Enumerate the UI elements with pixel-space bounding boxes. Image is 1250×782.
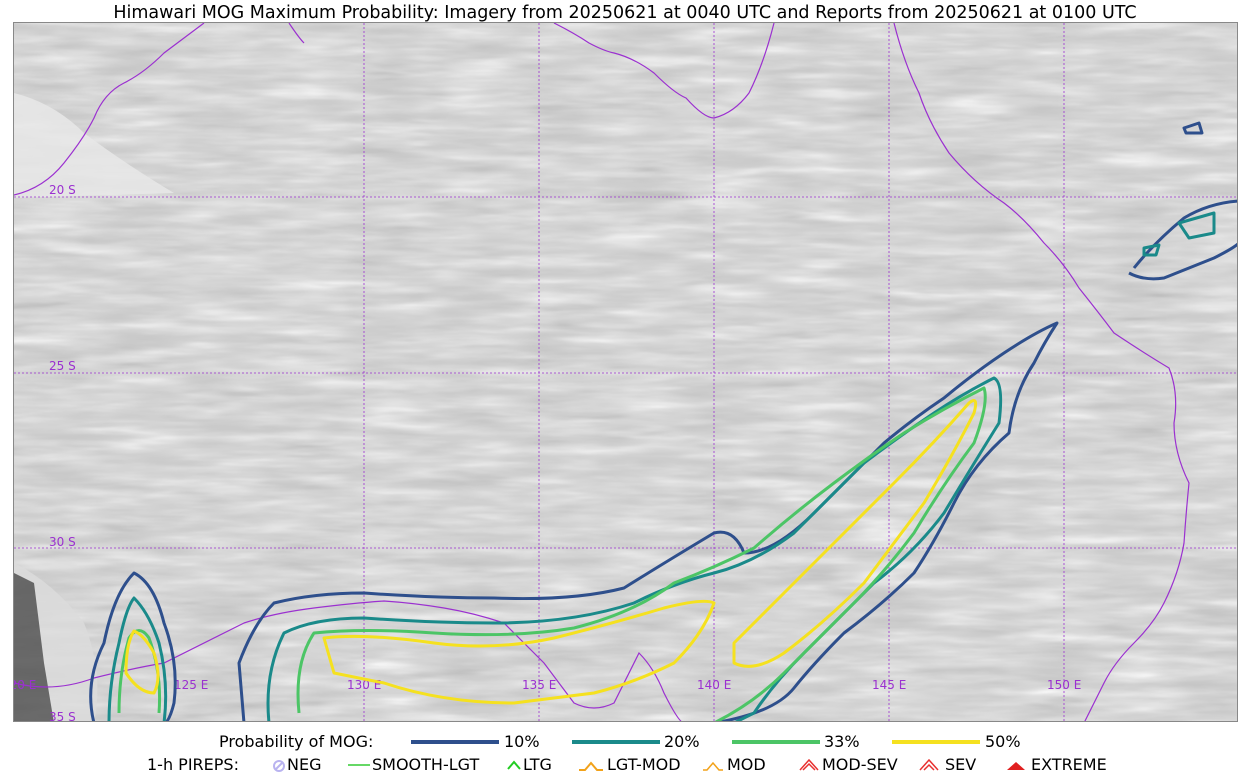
contour-20-west [107,596,168,721]
cloud-patches [14,93,174,721]
legend-swatch-33 [732,740,820,744]
pirep-label-extreme: EXTREME [1031,755,1107,774]
pirep-label-mod: MOD [727,755,766,774]
graticule [14,23,1237,721]
legend-swatch-20 [572,740,660,744]
lat-label: 25 S [49,359,76,373]
smooth-lgt-icon [348,764,370,766]
lat-label: 35 S [49,710,76,722]
satellite-imagery [14,23,1237,721]
lat-label: 30 S [49,535,76,549]
probability-legend: Probability of MOG: 10% 20% 33% 50% [0,732,1250,754]
pirep-label-smooth-lgt: SMOOTH-LGT [372,755,480,774]
map-canvas: 20 S 25 S 30 S 35 S 120 E 125 E 130 E 13… [14,23,1237,722]
contour-10 [237,321,1059,721]
lon-label: 135 E [522,678,556,692]
pireps-legend: 1-h PIREPS: NEG SMOOTH-LGT LTG LGT-MOD M… [0,755,1250,777]
probability-legend-title: Probability of MOG: [219,732,374,751]
contour-50-east [732,399,978,668]
neg-icon [273,760,285,772]
pirep-label-sev: SEV [945,755,977,774]
pirep-label-mod-sev: MOD-SEV [822,755,898,774]
legend-label-10: 10% [504,732,540,751]
legend-label-20: 20% [664,732,700,751]
pirep-label-lgt-mod: LGT-MOD [607,755,681,774]
legend-label-33: 33% [824,732,860,751]
legend-swatch-50 [892,740,980,744]
probability-contours [89,121,1237,721]
contour-10-west [89,571,177,721]
lat-label: 20 S [49,183,76,197]
lon-label: 150 E [1047,678,1081,692]
contour-20 [266,376,1003,721]
mod-sev-icon [799,758,819,771]
contour-33 [296,386,987,721]
lgt-mod-icon [579,761,603,771]
contour-20-east [1142,211,1216,257]
map-title: Himawari MOG Maximum Probability: Imager… [113,3,1137,23]
pirep-label-neg: NEG [287,755,322,774]
legend-label-50: 50% [985,732,1021,751]
contour-50 [322,599,716,705]
contour-50-west [124,629,160,695]
mod-icon [703,761,723,771]
sev-icon [919,758,939,771]
lon-label: 125 E [174,678,208,692]
lon-label: 145 E [872,678,906,692]
legend-swatch-10 [411,740,499,744]
ltg-icon [507,760,521,770]
satellite-map[interactable]: 20 S 25 S 30 S 35 S 120 E 125 E 130 E 13… [13,22,1238,722]
lon-label: 140 E [697,678,731,692]
pirep-label-ltg: LTG [523,755,552,774]
pireps-legend-title: 1-h PIREPS: [147,755,239,774]
extreme-icon [1007,762,1025,770]
